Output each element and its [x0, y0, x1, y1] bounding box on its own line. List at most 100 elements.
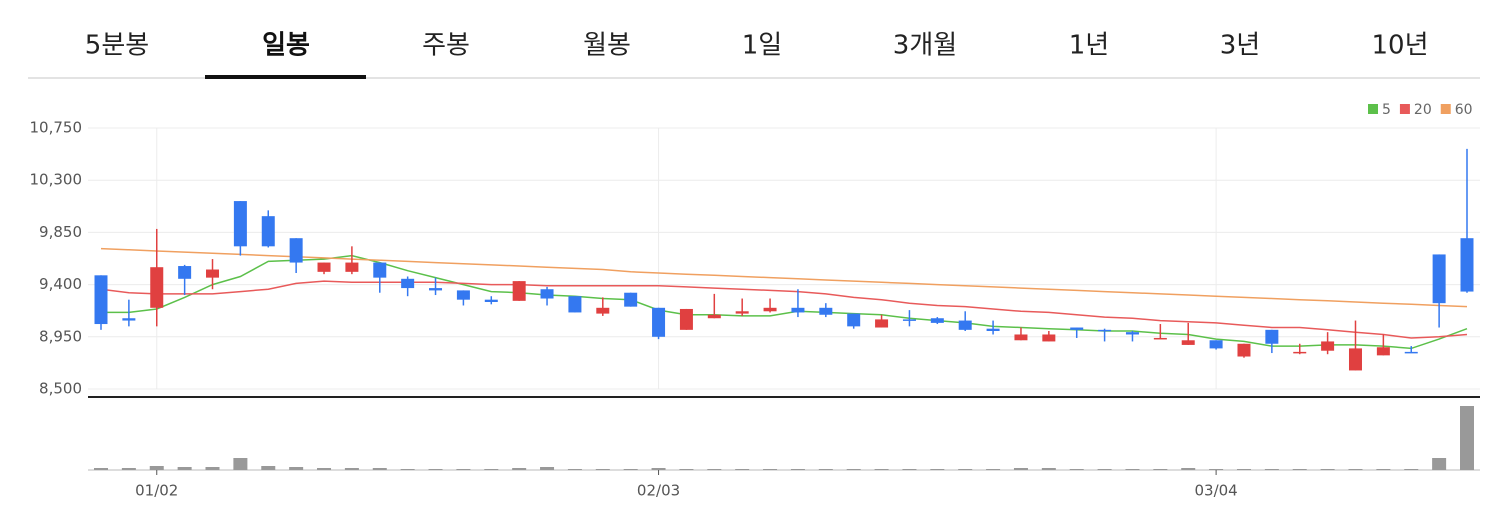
volume-bar [456, 469, 471, 470]
tab[interactable]: 주봉 [422, 31, 470, 61]
volume-bar [1209, 469, 1224, 470]
tab[interactable]: 3년 [1220, 31, 1260, 61]
candle-body [261, 216, 275, 247]
candle-body [735, 311, 749, 314]
volume-bar [1320, 469, 1335, 470]
volume-bar [233, 458, 248, 470]
candle-body [401, 278, 415, 289]
candle-body [1014, 334, 1028, 341]
y-tick-label: 9,400 [39, 275, 82, 293]
candle-body [456, 290, 470, 300]
volume-bar [400, 469, 415, 470]
legend-swatch [1440, 104, 1451, 114]
candle-body [652, 307, 666, 337]
candle-body [847, 313, 861, 327]
candle-body [1098, 329, 1112, 332]
volume-bar [94, 468, 108, 470]
volume-bar [1069, 469, 1084, 470]
candle-body [875, 319, 889, 328]
volume-bar [372, 468, 387, 470]
volume-bar [1153, 469, 1168, 470]
candle-body [289, 238, 303, 263]
volume-bar [874, 469, 889, 470]
tab[interactable]: 일봉 [262, 31, 310, 61]
candle-body [512, 281, 526, 301]
candle-body [1404, 351, 1418, 354]
candle-body [791, 307, 805, 313]
volume-bar [261, 466, 276, 470]
candle-body [1042, 334, 1056, 342]
candle-body [1125, 332, 1139, 335]
volume-bar [790, 469, 805, 470]
candle-body [930, 318, 944, 323]
legend-swatch [1399, 104, 1410, 114]
y-tick-label: 10,750 [30, 119, 83, 137]
candle-body [150, 267, 164, 308]
candle-body [568, 296, 582, 313]
candle-body [819, 307, 833, 315]
volume-bar [958, 469, 973, 470]
moving-average-line [101, 254, 1468, 350]
volume-bar [484, 469, 499, 470]
volume-bar [1125, 469, 1140, 470]
tab[interactable]: 5분봉 [85, 31, 149, 61]
volume-bar [1404, 469, 1419, 470]
volume-bar [846, 469, 861, 470]
active-tab-underline [205, 75, 366, 79]
volume-bar [595, 469, 610, 470]
y-tick-label: 8,500 [39, 380, 82, 398]
volume-bar [428, 469, 443, 470]
y-tick-label: 8,950 [39, 327, 82, 345]
candle-body [707, 314, 721, 319]
volume-bar [986, 469, 1001, 470]
volume-bar [512, 468, 527, 470]
x-tick-label: 03/04 [1194, 482, 1237, 500]
candle-body [1153, 337, 1167, 340]
volume-bar [763, 469, 778, 470]
volume-bar [205, 467, 220, 470]
volume-bar [1097, 469, 1112, 470]
volume-bar [540, 467, 555, 470]
legend-label: 5 [1382, 102, 1391, 118]
candle-body [317, 262, 331, 272]
tab[interactable]: 1일 [742, 31, 782, 61]
volume-bar [1432, 458, 1447, 470]
candle-body [1321, 341, 1335, 351]
tab[interactable]: 1년 [1069, 31, 1109, 61]
tab[interactable]: 3개월 [893, 31, 957, 61]
candle-body [233, 201, 247, 247]
volume-bar [344, 468, 359, 470]
candle-body [373, 262, 387, 278]
volume-bar [818, 469, 833, 470]
volume-bar [1264, 469, 1279, 470]
candle-body [986, 328, 1000, 331]
volume-bar [1348, 469, 1363, 470]
candle-body [958, 320, 972, 330]
volume-bar [1376, 469, 1391, 470]
volume-bar [902, 469, 917, 470]
volume-bar [1041, 468, 1056, 470]
candle-body [902, 319, 916, 321]
candle-body [345, 262, 359, 272]
volume-bar [121, 468, 136, 470]
candle-body [624, 292, 638, 307]
tab[interactable]: 10년 [1371, 31, 1428, 61]
volume-bar [735, 469, 750, 470]
candle-body [1348, 348, 1362, 371]
volume-bar [623, 469, 638, 470]
candle-body [679, 308, 693, 330]
candle-body [206, 269, 220, 278]
candle-body [1265, 329, 1279, 344]
y-tick-label: 10,300 [30, 171, 83, 189]
volume-bar [1013, 468, 1028, 470]
x-tick-label: 01/02 [135, 482, 178, 500]
candle-body [1460, 238, 1474, 292]
y-tick-label: 9,850 [39, 223, 82, 241]
volume-bar [177, 467, 192, 470]
candle-body [429, 288, 443, 291]
volume-bar [289, 467, 304, 470]
tab[interactable]: 월봉 [583, 31, 631, 61]
volume-bar [567, 469, 582, 470]
volume-bar [651, 468, 666, 470]
